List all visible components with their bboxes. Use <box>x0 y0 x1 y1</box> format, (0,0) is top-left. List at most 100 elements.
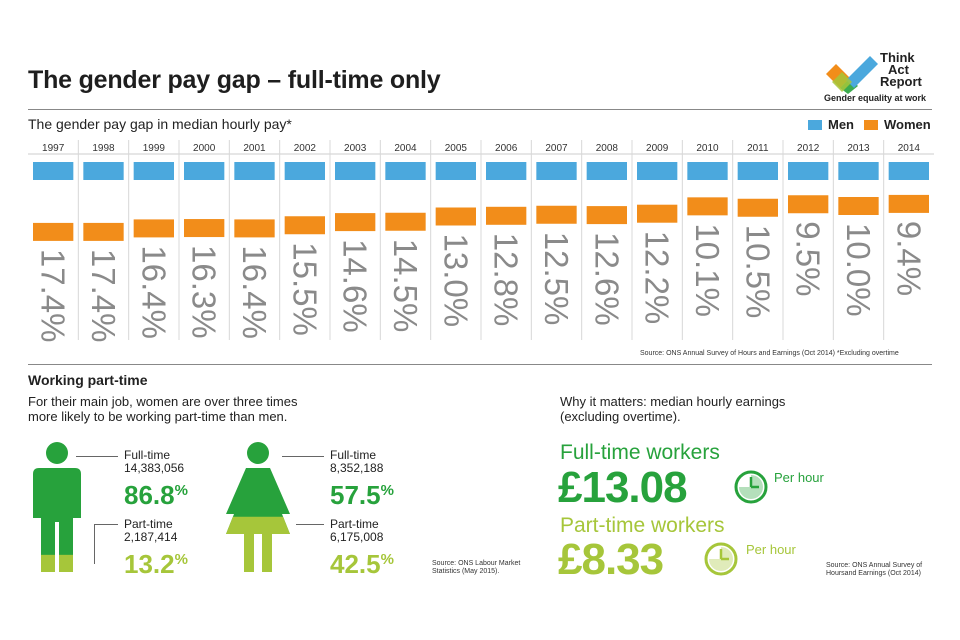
gap-data-label: 17.4% <box>85 249 122 343</box>
year-tick-label: 2002 <box>294 143 317 154</box>
part-time-description: For their main job, women are over three… <box>28 394 298 424</box>
legend-women-label: Women <box>884 117 931 132</box>
man-full-time-pct: 86.8% <box>124 480 188 510</box>
part-time-workers-label: Part-time workers <box>560 514 725 537</box>
legend-men-swatch <box>808 119 822 130</box>
earnings-source: Source: ONS Annual Survey of Hoursand Ea… <box>826 562 923 577</box>
year-tick-label: 2010 <box>696 143 719 154</box>
earnings-intro: Why it matters: median hourly earnings (… <box>560 394 786 424</box>
man-part-time-pct: 13.2% <box>124 549 188 579</box>
woman-figure-icon <box>226 442 290 572</box>
women-bar <box>536 205 577 224</box>
woman-full-time-count: 8,352,188 <box>330 461 384 475</box>
men-bar <box>888 162 929 180</box>
women-bar <box>888 194 929 213</box>
year-tick-label: 2001 <box>243 143 266 154</box>
full-time-clock-icon <box>734 470 768 504</box>
gap-data-label: 9.5% <box>790 221 827 296</box>
women-bar <box>133 219 174 238</box>
woman-full-time-label: Full-time <box>330 448 377 462</box>
man-full-time-count: 14,383,056 <box>124 461 185 475</box>
legend-men: Men <box>808 117 854 132</box>
year-tick-label: 2013 <box>847 143 870 154</box>
man-part-time-count: 2,187,414 <box>124 530 178 544</box>
full-time-per-hour: Per hour <box>774 470 824 485</box>
men-bar <box>234 162 275 180</box>
men-bar <box>385 162 426 180</box>
men-bar <box>284 162 325 180</box>
gap-data-label: 17.4% <box>35 249 72 343</box>
year-tick-label: 2009 <box>646 143 669 154</box>
year-tick-label: 1997 <box>42 143 65 154</box>
gap-data-label: 10.1% <box>689 223 726 317</box>
year-tick-label: 2012 <box>797 143 820 154</box>
year-tick-label: 1998 <box>92 143 115 154</box>
woman-part-leader <box>296 524 324 525</box>
part-time-earnings-value: £8.33 <box>558 535 664 584</box>
gap-data-label: 14.5% <box>387 239 424 333</box>
women-bar <box>385 212 426 231</box>
women-bar <box>284 216 325 235</box>
logo-check-icon <box>826 56 878 94</box>
men-bar <box>586 162 627 180</box>
gap-data-label: 16.4% <box>236 245 273 339</box>
gap-data-label: 12.8% <box>488 233 525 327</box>
man-part-leader <box>94 524 118 525</box>
men-bar <box>536 162 577 180</box>
women-bar <box>637 204 678 223</box>
year-tick-label: 1999 <box>143 143 166 154</box>
man-part-leader-v <box>94 524 95 564</box>
legend-women-swatch <box>864 119 878 130</box>
gap-data-label: 12.6% <box>588 232 625 326</box>
woman-full-time-pct: 57.5% <box>330 480 394 510</box>
women-bar <box>486 206 527 225</box>
woman-full-leader <box>282 456 324 457</box>
gap-data-label: 12.5% <box>538 232 575 326</box>
gap-data-label: 10.0% <box>840 223 877 317</box>
chart-source: Source: ONS Annual Survey of Hours and E… <box>640 350 899 357</box>
header-divider <box>28 109 932 110</box>
year-tick-label: 2005 <box>445 143 468 154</box>
women-bar <box>737 198 778 217</box>
part-time-clock-icon <box>704 542 738 576</box>
women-bar <box>586 206 627 225</box>
think-act-report-logo: Think Act Report Gender equality at work <box>824 51 944 108</box>
men-bar <box>788 162 829 180</box>
year-tick-label: 2004 <box>394 143 417 154</box>
men-bar <box>737 162 778 180</box>
men-bar <box>133 162 174 180</box>
women-bar <box>335 213 376 232</box>
gap-data-label: 15.5% <box>286 242 323 336</box>
man-figure-icon <box>33 442 81 572</box>
woman-part-time-count: 6,175,008 <box>330 530 384 544</box>
woman-part-time-label: Part-time <box>330 517 379 531</box>
year-tick-label: 2003 <box>344 143 367 154</box>
women-bar <box>33 222 74 241</box>
pay-gap-chart: 1997 17.4% 1998 17.4% 1999 16.4% 2000 16.3% 2001… <box>28 140 934 343</box>
year-tick-label: 2008 <box>596 143 619 154</box>
year-tick-label: 2006 <box>495 143 518 154</box>
year-tick-label: 2007 <box>545 143 568 154</box>
man-part-time-label: Part-time <box>124 517 173 531</box>
women-bar <box>788 195 829 214</box>
women-bar <box>435 207 476 226</box>
legend-women: Women <box>864 117 931 132</box>
men-bar <box>435 162 476 180</box>
women-bar <box>838 197 879 215</box>
year-tick-label: 2000 <box>193 143 216 154</box>
full-time-workers-label: Full-time workers <box>560 441 720 464</box>
section-divider <box>28 364 932 365</box>
gap-data-label: 16.4% <box>135 245 172 339</box>
chart-title: The gender pay gap in median hourly pay* <box>28 116 292 132</box>
part-time-source: Source: ONS Labour Market Statistics (Ma… <box>432 560 521 575</box>
gap-data-label: 9.4% <box>890 221 927 296</box>
gap-data-label: 10.5% <box>739 225 776 319</box>
year-tick-label: 2011 <box>747 143 769 154</box>
man-full-time-label: Full-time <box>124 448 171 462</box>
men-bar <box>486 162 527 180</box>
men-bar <box>838 162 879 180</box>
women-bar <box>687 197 728 216</box>
men-bar <box>335 162 376 180</box>
legend-men-label: Men <box>828 117 854 132</box>
page-title: The gender pay gap – full-time only <box>28 66 441 94</box>
